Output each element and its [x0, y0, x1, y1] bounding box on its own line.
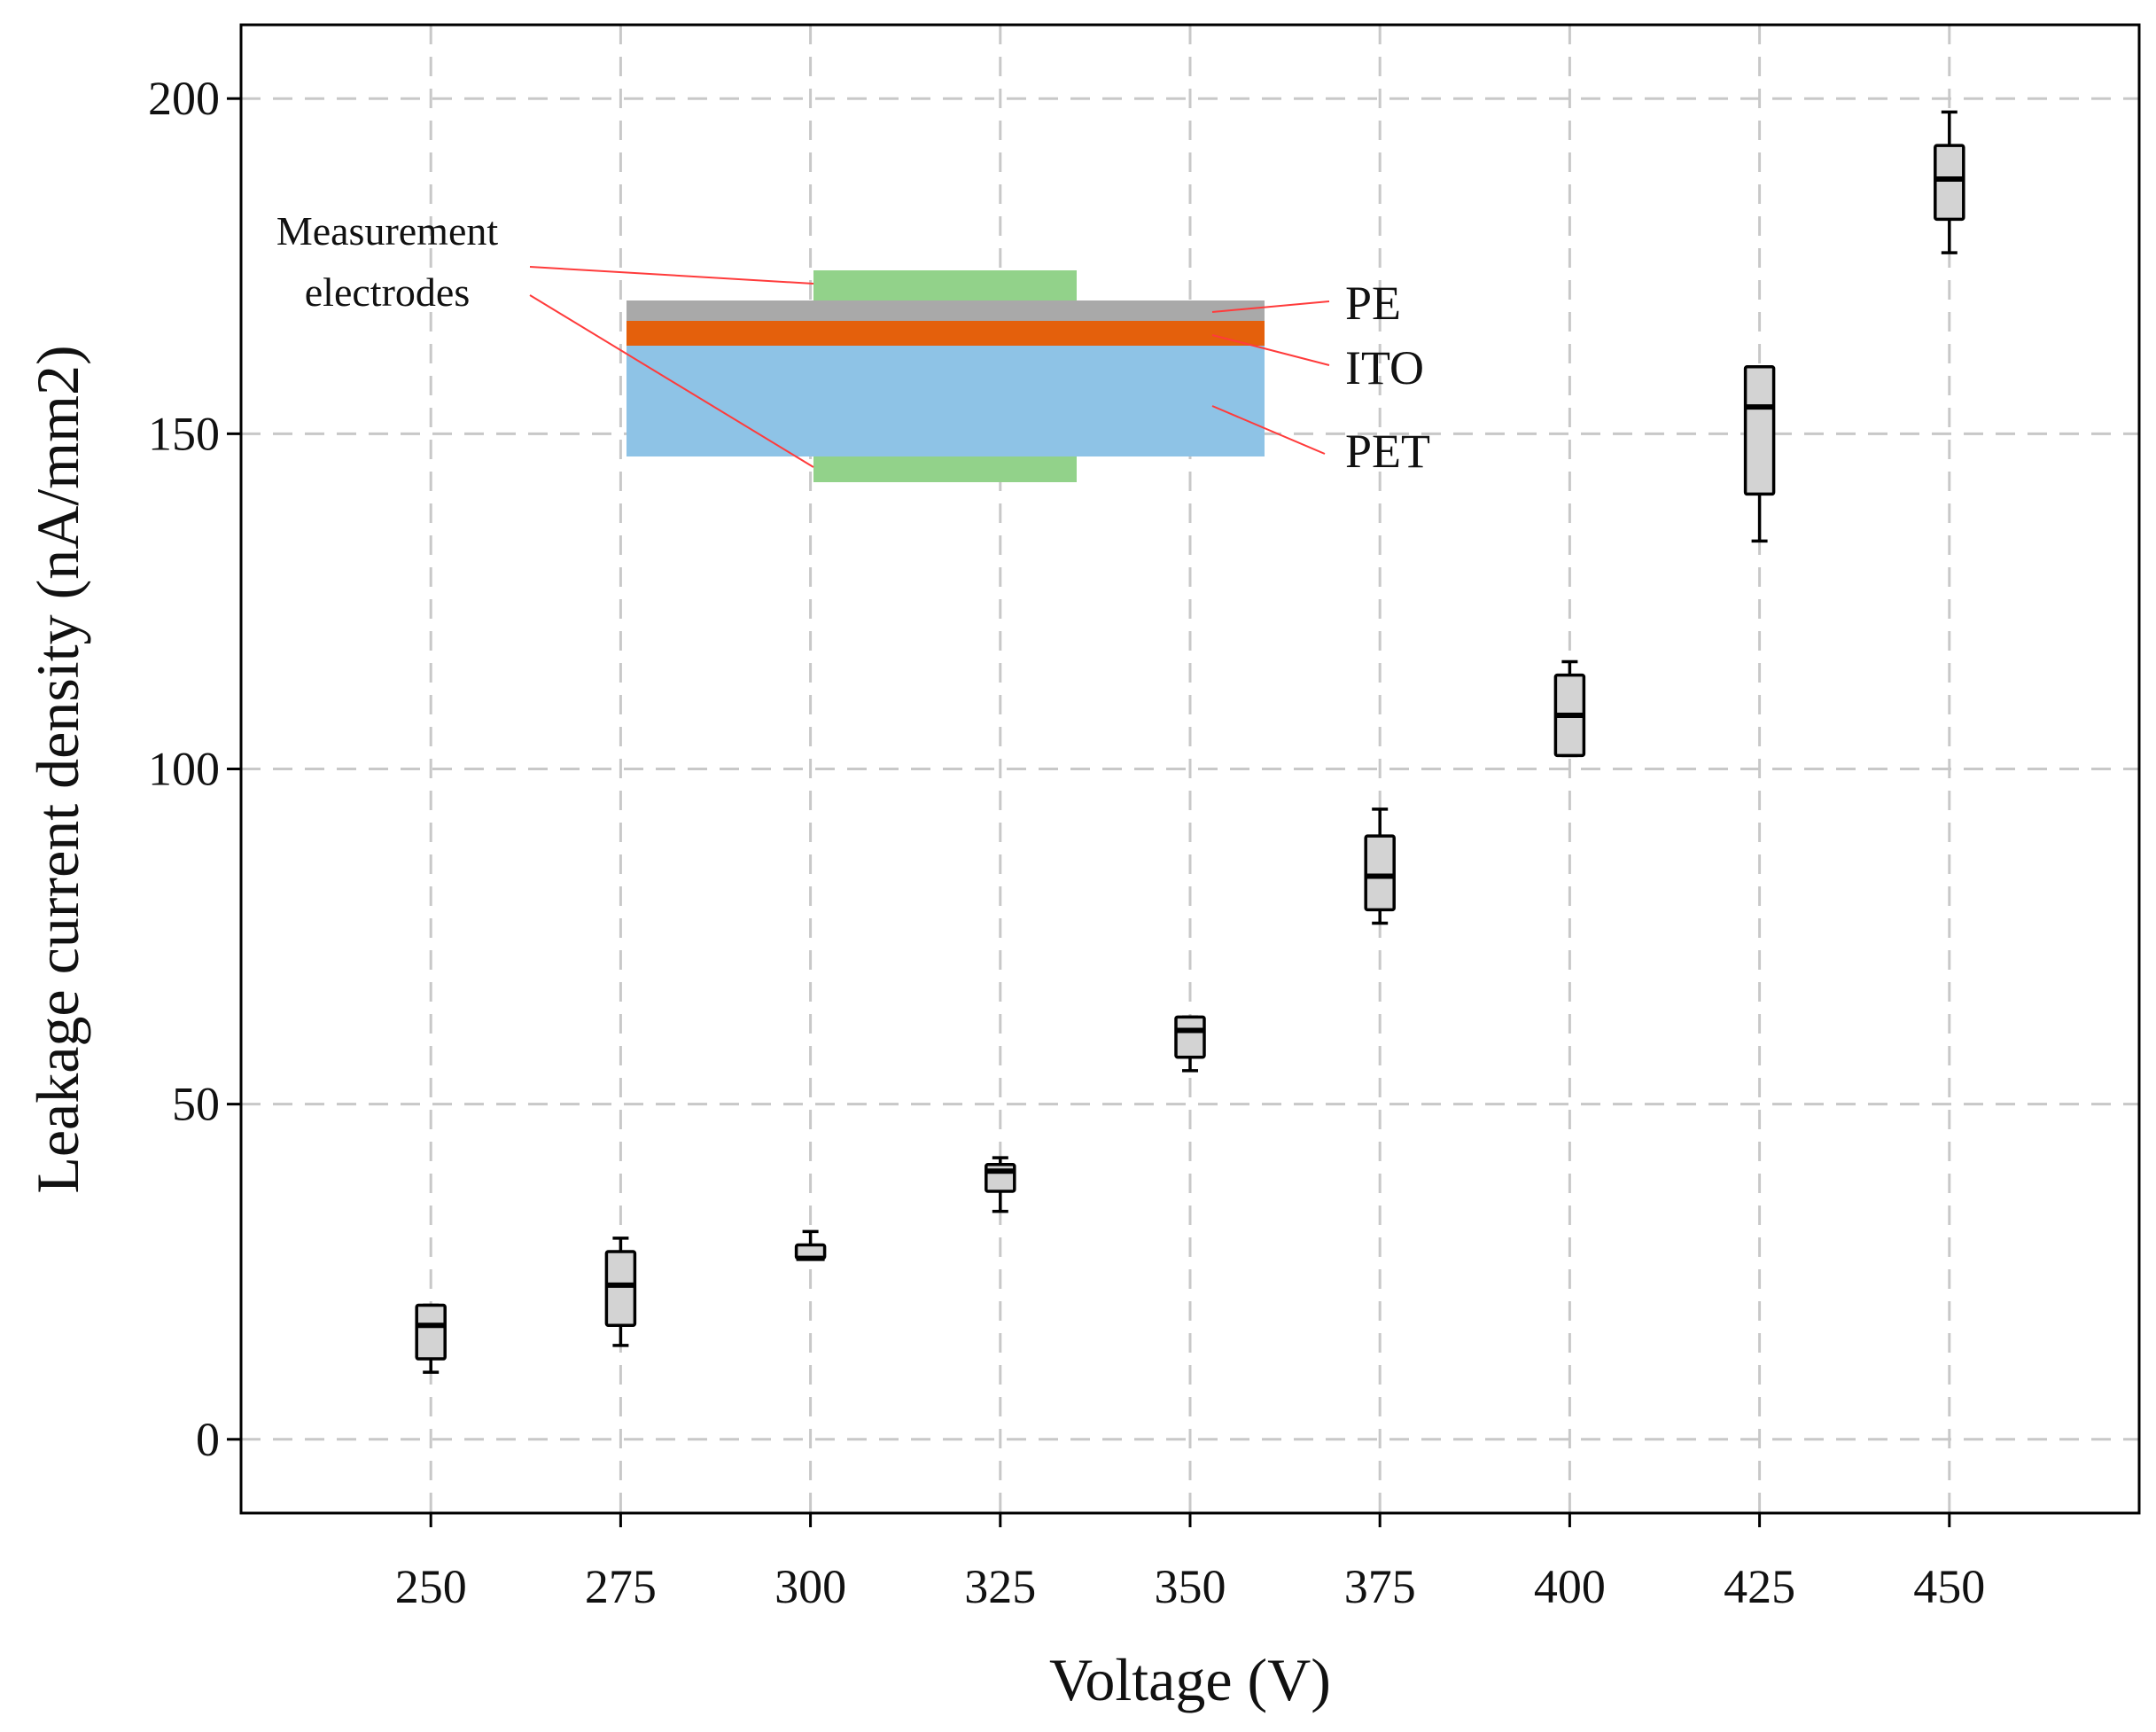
- y-tick-label: 0: [196, 1413, 220, 1466]
- x-tick-label: 350: [1155, 1560, 1226, 1613]
- box-plots: [415, 110, 1965, 1374]
- x-tick-label: 375: [1344, 1560, 1416, 1613]
- pet-layer: [627, 346, 1265, 456]
- y-tick-label: 150: [148, 407, 220, 460]
- pet-label: PET: [1345, 425, 1430, 478]
- box-plot-250: [415, 1303, 447, 1374]
- leader-line-bottom-electrode: [529, 294, 814, 468]
- top-electrode: [813, 270, 1077, 302]
- leader-line-pet: [1211, 405, 1326, 455]
- leader-line-pe: [1211, 300, 1330, 313]
- box-plot-350: [1174, 1015, 1206, 1073]
- box-iqr: [1934, 144, 1965, 222]
- x-tick-label: 275: [585, 1560, 657, 1613]
- box-iqr: [604, 1250, 637, 1327]
- box-iqr: [1743, 364, 1776, 496]
- box-plot-450: [1934, 110, 1965, 254]
- layer-stack-inset: Measurement electrodes PE ITO PET: [276, 208, 1430, 482]
- y-tick-label: 50: [172, 1078, 220, 1131]
- x-tick-label: 450: [1913, 1560, 1985, 1613]
- ito-layer: [627, 321, 1265, 346]
- leader-line-top-electrode: [529, 266, 814, 285]
- box-iqr: [1174, 1015, 1206, 1059]
- x-tick-label: 400: [1534, 1560, 1606, 1613]
- axis-ticks: 250 275 300 325 350 375 400 425 450 0 50 100 150 200: [148, 72, 1985, 1613]
- leader-line-ito: [1211, 334, 1330, 366]
- x-tick-label: 250: [395, 1560, 467, 1613]
- x-tick-label: 425: [1724, 1560, 1795, 1613]
- y-axis-title: Leakage current density (nA/mm2): [24, 345, 91, 1193]
- box-iqr: [985, 1162, 1016, 1193]
- pe-layer: [627, 300, 1265, 321]
- y-tick-label: 100: [148, 743, 220, 796]
- measurement-label-line2: electrodes: [305, 269, 470, 315]
- box-plot-300: [794, 1229, 827, 1261]
- grid-lines: [241, 25, 2139, 1513]
- x-tick-label: 325: [964, 1560, 1036, 1613]
- box-iqr: [1364, 834, 1396, 912]
- x-axis-title: Voltage (V): [1049, 1646, 1331, 1713]
- box-plot-375: [1364, 807, 1396, 925]
- y-tick-label: 200: [148, 72, 220, 125]
- bottom-electrode: [813, 452, 1077, 482]
- box-plot-425: [1743, 364, 1776, 543]
- box-plot-325: [985, 1156, 1016, 1213]
- box-plot-400: [1553, 659, 1586, 758]
- pe-label: PE: [1345, 277, 1401, 330]
- ito-label: ITO: [1345, 341, 1424, 394]
- x-tick-label: 300: [774, 1560, 846, 1613]
- box-plot-275: [604, 1237, 637, 1347]
- measurement-label-line1: Measurement: [276, 208, 499, 254]
- box-iqr: [415, 1303, 447, 1361]
